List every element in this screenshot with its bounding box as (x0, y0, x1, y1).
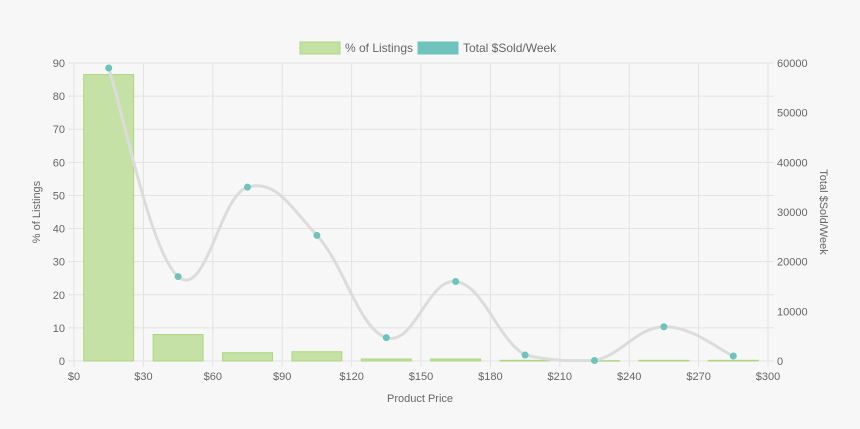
legend-label-sold[interactable]: Total $Sold/Week (463, 41, 557, 55)
x-tick: $240 (617, 371, 641, 383)
x-tick: $90 (273, 371, 291, 383)
sold-point (382, 334, 390, 342)
y-tick-left: 30 (53, 257, 65, 269)
x-axis-title: Product Price (387, 393, 453, 405)
bar (499, 359, 551, 362)
x-tick: $150 (409, 371, 433, 383)
grid (68, 62, 774, 367)
y-tick-left: 90 (53, 58, 65, 70)
y-tick-right: 10000 (777, 306, 808, 318)
bar (83, 74, 135, 362)
legend-swatch-listings[interactable] (299, 41, 341, 55)
axes: 0 10 20 30 40 50 60 70 80 90 0 10000 20000 30000 40000… (53, 58, 808, 383)
bar (152, 334, 204, 362)
y-tick-right: 40000 (777, 157, 808, 169)
y-tick-right: 60000 (777, 58, 808, 70)
y-tick-left: 20 (53, 290, 65, 302)
sold-point (244, 183, 251, 191)
sold-point (729, 352, 737, 360)
sold-point (452, 278, 460, 286)
bar (291, 351, 343, 362)
y-tick-left: 50 (53, 190, 65, 202)
bar (222, 352, 273, 362)
x-tick: $300 (756, 371, 780, 383)
y-tick-left: 70 (53, 124, 65, 136)
listing-bars (83, 74, 759, 362)
bar (638, 359, 690, 362)
x-tick: $60 (204, 371, 222, 383)
bar (360, 358, 412, 362)
y-tick-right: 30000 (777, 207, 808, 219)
sold-point (591, 357, 598, 365)
sold-point (660, 323, 668, 331)
y-tick-left: 40 (53, 224, 65, 236)
y-axis-title-left: % of Listings (31, 180, 43, 243)
sold-point (105, 64, 113, 72)
y-tick-left: 0 (59, 356, 65, 368)
bar (430, 358, 482, 362)
sold-point (521, 351, 529, 359)
y-tick-left: 60 (53, 157, 65, 169)
sold-line (105, 64, 737, 365)
x-tick: $30 (134, 371, 152, 383)
x-tick: $180 (478, 371, 502, 383)
x-tick: $270 (686, 371, 710, 383)
y-tick-right: 20000 (777, 257, 808, 269)
x-tick: $0 (68, 371, 80, 383)
sold-point (174, 273, 182, 281)
y-tick-left: 10 (53, 323, 65, 335)
x-tick: $120 (339, 371, 363, 383)
legend-label-listings[interactable]: % of Listings (345, 41, 413, 55)
y-axis-title-right: Total $Sold/Week (817, 169, 829, 255)
bar (707, 359, 759, 362)
legend-swatch-sold[interactable] (417, 41, 459, 55)
y-tick-right: 0 (777, 356, 783, 368)
y-tick-left: 80 (53, 91, 65, 103)
x-tick: $210 (548, 371, 572, 383)
legend: % of Listings Total $Sold/Week (299, 41, 557, 55)
sold-point (313, 231, 321, 239)
y-tick-right: 50000 (777, 108, 808, 120)
